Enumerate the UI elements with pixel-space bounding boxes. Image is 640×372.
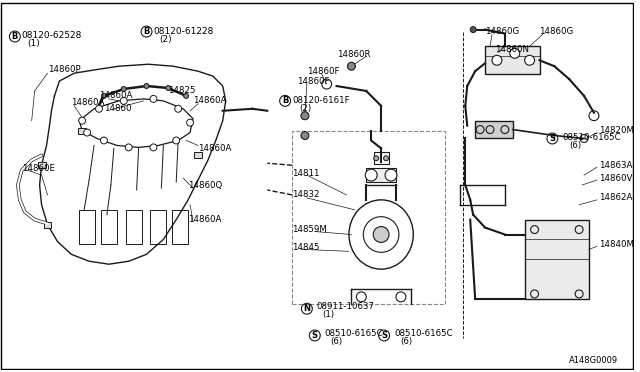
Circle shape (301, 112, 309, 120)
Text: 14859M: 14859M (292, 225, 327, 234)
Circle shape (301, 132, 309, 140)
Text: 14860A: 14860A (188, 215, 221, 224)
Circle shape (348, 62, 355, 70)
Text: 14860A: 14860A (198, 144, 231, 153)
Text: B: B (282, 96, 288, 105)
Text: 14860P: 14860P (47, 65, 80, 74)
Circle shape (166, 86, 171, 90)
Text: 14862A: 14862A (599, 193, 632, 202)
Text: 14845: 14845 (292, 243, 319, 252)
Text: 14860R: 14860R (337, 50, 370, 59)
Text: (6): (6) (400, 337, 412, 346)
Circle shape (187, 119, 193, 126)
Text: (2): (2) (159, 35, 172, 44)
Text: 08911-10637: 08911-10637 (317, 302, 375, 311)
Bar (292, 131, 445, 304)
Text: 14860G: 14860G (485, 27, 519, 36)
Text: 14863A: 14863A (599, 161, 632, 170)
Bar (366, 168, 396, 182)
Text: 14860N: 14860N (495, 45, 529, 54)
Circle shape (365, 169, 377, 181)
Text: 08510-6165C: 08510-6165C (394, 329, 452, 338)
Circle shape (470, 27, 476, 33)
Text: S: S (312, 331, 318, 340)
Text: 14860E: 14860E (22, 164, 55, 173)
Text: 14860A: 14860A (99, 92, 132, 100)
Text: 14820M: 14820M (599, 126, 634, 135)
Bar (374, 153, 389, 164)
Circle shape (374, 156, 379, 161)
Circle shape (102, 93, 106, 98)
Text: 08120-6161F: 08120-6161F (292, 96, 349, 105)
Bar (150, 210, 166, 244)
Circle shape (385, 169, 397, 181)
Circle shape (120, 97, 127, 104)
Text: S: S (549, 134, 556, 143)
Text: 14825: 14825 (168, 86, 196, 96)
Circle shape (492, 55, 502, 65)
Text: (6): (6) (569, 141, 581, 150)
Circle shape (144, 84, 149, 89)
Text: 14860F: 14860F (297, 77, 330, 86)
Circle shape (121, 87, 126, 92)
Text: (2): (2) (299, 104, 311, 113)
Circle shape (510, 48, 520, 58)
Text: B: B (143, 27, 150, 36)
Text: 14860G: 14860G (540, 27, 573, 36)
Text: 08510-6165C: 08510-6165C (563, 133, 621, 142)
Text: 14840M: 14840M (599, 240, 634, 249)
Circle shape (373, 227, 389, 243)
Text: (1): (1) (323, 310, 335, 319)
Circle shape (383, 156, 388, 161)
Circle shape (84, 129, 91, 136)
Circle shape (173, 137, 180, 144)
Bar (44, 222, 51, 228)
Text: 08120-62528: 08120-62528 (22, 31, 82, 40)
Bar (79, 210, 95, 244)
Text: 14860F: 14860F (307, 67, 339, 76)
Text: A148G0009: A148G0009 (569, 356, 618, 365)
Circle shape (175, 105, 182, 112)
Text: 08510-6165C: 08510-6165C (324, 329, 383, 338)
Text: 14860A: 14860A (193, 96, 227, 105)
Circle shape (150, 144, 157, 151)
Text: 14860Q: 14860Q (188, 180, 222, 189)
Text: N: N (303, 304, 310, 313)
Text: 14811: 14811 (292, 169, 319, 178)
Circle shape (100, 137, 108, 144)
Bar (172, 210, 188, 244)
Text: (6): (6) (331, 337, 343, 346)
Circle shape (95, 105, 102, 112)
Bar (101, 210, 117, 244)
Bar (525, 219, 589, 299)
Circle shape (125, 144, 132, 151)
Bar (78, 128, 86, 134)
Text: 14860V: 14860V (599, 174, 632, 183)
Bar (475, 121, 513, 138)
Circle shape (79, 117, 86, 124)
Text: (1): (1) (28, 39, 40, 48)
Text: S: S (381, 331, 387, 340)
Bar (125, 210, 141, 244)
Bar (194, 153, 202, 158)
Circle shape (150, 96, 157, 102)
Text: 14832: 14832 (292, 190, 319, 199)
Text: 08120-61228: 08120-61228 (154, 27, 214, 36)
Circle shape (525, 55, 534, 65)
Circle shape (184, 93, 189, 98)
Bar (38, 162, 45, 168)
Text: 14860A: 14860A (71, 98, 105, 108)
Text: 14860: 14860 (104, 104, 131, 113)
Bar (485, 46, 540, 74)
Text: B: B (12, 32, 18, 41)
